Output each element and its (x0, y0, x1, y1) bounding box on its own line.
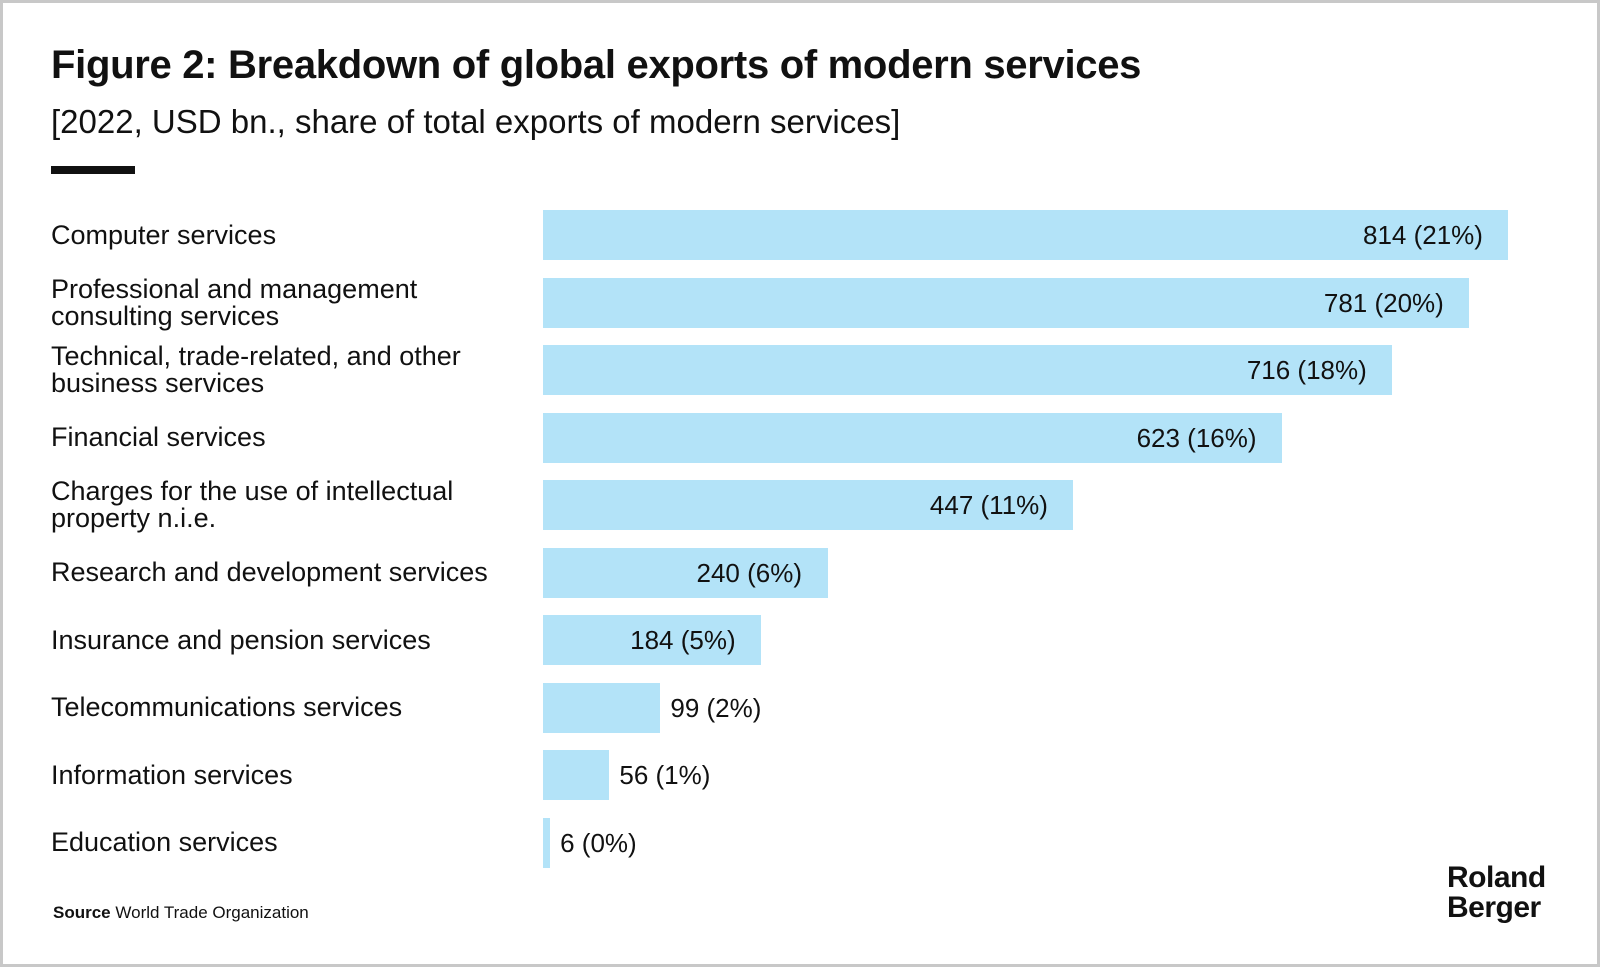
value-label: 6 (0%) (560, 827, 637, 858)
category-label: Computer services (51, 219, 277, 250)
category-label: Charges for the use of intellectual prop… (51, 476, 454, 533)
category-label: Telecommunications services (51, 692, 403, 722)
logo-line: Berger (1447, 891, 1541, 924)
bar (543, 210, 1508, 260)
value-label: 99 (2%) (670, 692, 762, 723)
value-label: 781 (20%) (1323, 287, 1444, 318)
category-label: Professional and management consulting s… (51, 273, 418, 331)
source-note: Source World Trade Organization (53, 903, 309, 923)
bar (543, 277, 1469, 328)
category-label: Research and development services (51, 557, 488, 587)
category-label: Technical, trade-related, and other busi… (51, 341, 461, 398)
category-label: Insurance and pension services (51, 624, 431, 655)
chart-title: Figure 2: Breakdown of global exports of… (51, 43, 1142, 87)
bar (543, 615, 762, 665)
logo-line: Roland (1447, 861, 1546, 894)
bar (543, 480, 1073, 530)
bar (543, 412, 1282, 463)
source-label: Source (53, 903, 111, 922)
source-text: World Trade Organization (115, 903, 309, 922)
value-label: 814 (21%) (1363, 220, 1483, 250)
bar (543, 817, 551, 868)
value-label: 716 (18%) (1246, 355, 1367, 385)
logo: Roland Berger (1447, 863, 1546, 923)
chart-subtitle: [2022, USD bn., share of total exports o… (51, 103, 901, 140)
value-label: 240 (6%) (696, 557, 803, 588)
value-label: 184 (5%) (630, 625, 736, 655)
bar (543, 547, 828, 598)
bar (543, 750, 610, 800)
category-label: Financial services (51, 422, 266, 452)
bar (543, 682, 661, 733)
value-label: 56 (1%) (619, 760, 711, 790)
bar (543, 345, 1392, 395)
value-label: 623 (16%) (1136, 422, 1257, 453)
category-label: Information services (51, 759, 293, 790)
title-rule (51, 166, 135, 174)
category-label: Education services (51, 827, 278, 857)
value-label: 447 (11%) (929, 490, 1048, 520)
